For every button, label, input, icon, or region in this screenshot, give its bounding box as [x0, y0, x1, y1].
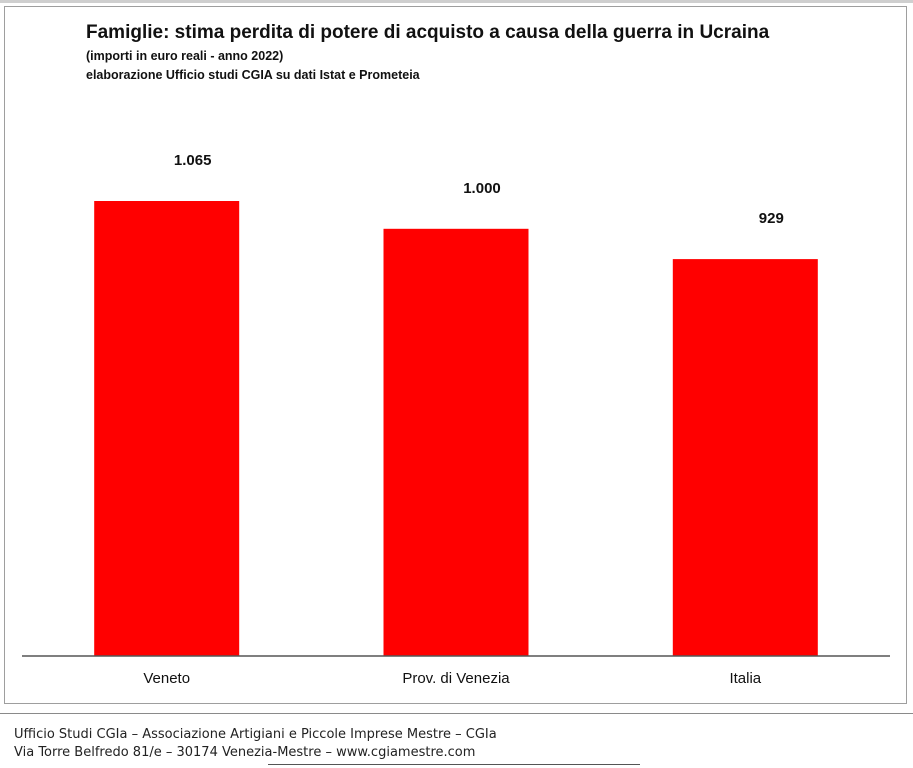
footer-underline [268, 764, 640, 765]
value-label-italia: 929 [759, 210, 784, 227]
footer-organization: Ufficio Studi CGIa – Associazione Artigi… [14, 727, 497, 742]
bars-group [94, 201, 818, 657]
labels-group: 1.065 Veneto 1.000 Prov. di Venezia 929 Itali… [143, 152, 783, 687]
chart-title: Famiglie: stima perdita di potere di acq… [86, 22, 770, 43]
chart-subtitle: (importi in euro reali - anno 2022) [86, 49, 284, 63]
bar-italia [672, 259, 818, 656]
chart-source: elaborazione Ufficio studi CGIA su dati … [86, 68, 420, 82]
value-label-veneto: 1.065 [174, 152, 212, 169]
bar-prov-di-venezia [383, 228, 529, 657]
bar-veneto [94, 201, 240, 656]
category-label-italia: Italia [729, 670, 761, 687]
value-label-prov-di-venezia: 1.000 [463, 180, 501, 197]
category-label-veneto: Veneto [143, 670, 190, 687]
footer-address: Via Torre Belfredo 81/e – 30174 Venezia-… [14, 745, 476, 760]
category-label-prov-di-venezia: Prov. di Venezia [402, 670, 510, 687]
bar-chart: 1.065 Veneto 1.000 Prov. di Venezia 929 Itali… [22, 152, 890, 687]
footer-divider [0, 713, 913, 714]
top-border [0, 0, 913, 3]
